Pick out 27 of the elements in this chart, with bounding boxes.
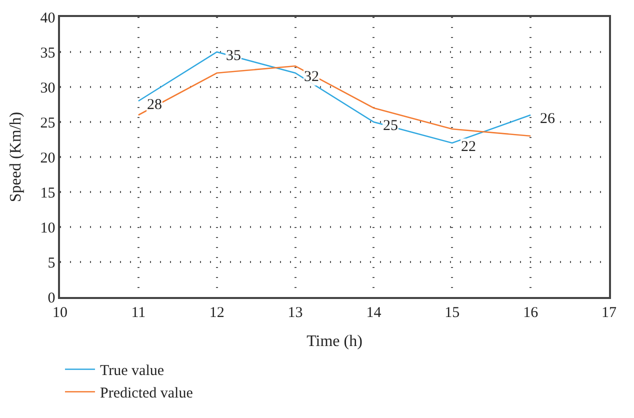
- y-tick-label: 40: [40, 10, 56, 26]
- legend-label: True value: [100, 363, 164, 380]
- x-tick-label: 17: [602, 304, 617, 321]
- x-tick-label: 16: [523, 304, 539, 321]
- data-label: 32: [304, 69, 319, 85]
- x-tick-label: 14: [366, 304, 382, 321]
- y-tick-label: 10: [40, 220, 56, 236]
- y-axis-title: Speed (Km/h): [8, 112, 25, 202]
- y-tick-label: 5: [48, 255, 56, 272]
- y-tick-label: 30: [40, 80, 56, 96]
- data-label: 25: [383, 118, 398, 134]
- y-tick-label: 20: [40, 150, 56, 166]
- x-axis-title: Time (h): [306, 332, 362, 350]
- line-series: [138, 65, 532, 137]
- y-tick-label: 35: [40, 45, 56, 62]
- x-tick-label: 12: [209, 304, 224, 321]
- legend-label: Predicted value: [100, 386, 194, 402]
- x-tick-label: 11: [131, 304, 146, 321]
- data-label: 28: [147, 97, 162, 113]
- data-label: 22: [461, 139, 476, 155]
- y-tick-label: 15: [40, 185, 56, 202]
- y-tick-label: 0: [48, 290, 56, 306]
- x-tick-label: 13: [288, 304, 303, 321]
- x-tick-label: 15: [444, 304, 460, 321]
- y-tick-label: 25: [40, 115, 56, 132]
- data-label: 26: [540, 111, 556, 127]
- data-label: 35: [226, 48, 241, 64]
